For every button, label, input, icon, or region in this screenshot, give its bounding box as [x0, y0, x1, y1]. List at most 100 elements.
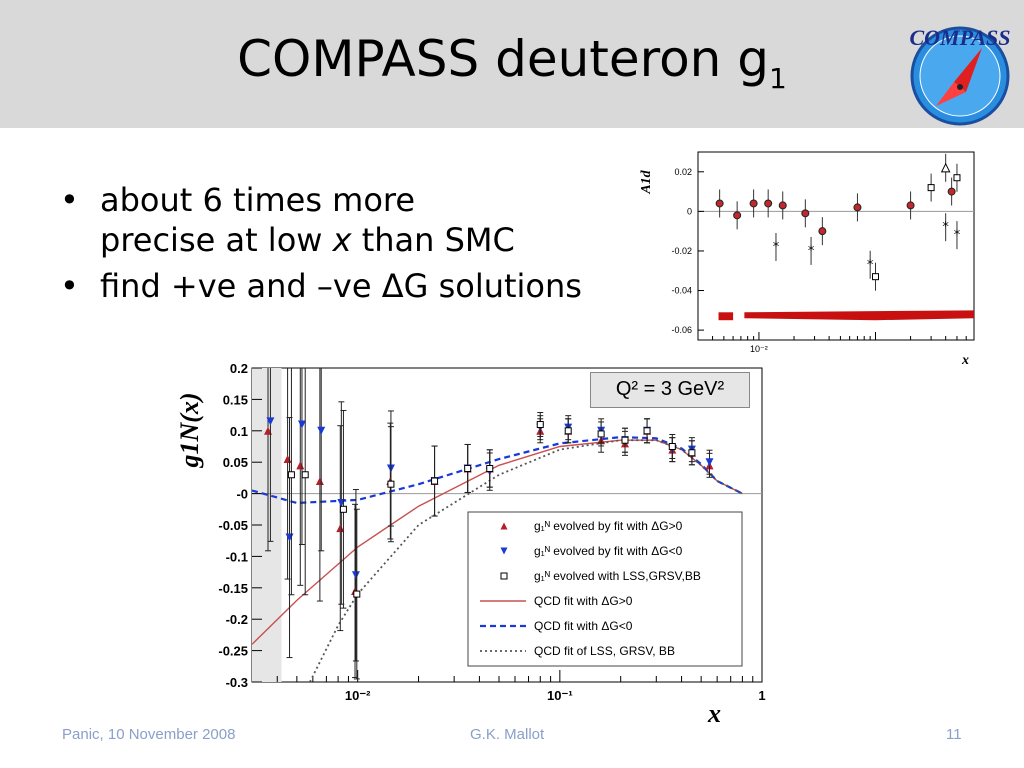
data-point-square: [301, 471, 309, 479]
data-point-square: [486, 464, 494, 472]
legend-box: [467, 511, 743, 667]
data-point-blue-triangle: [705, 458, 714, 467]
y-tick-label: 0.05: [223, 455, 248, 470]
x-axis-label: x: [961, 353, 969, 368]
y-tick-label: -0.05: [218, 518, 248, 533]
y-tick-label: -0: [236, 487, 248, 502]
data-point-circle: [818, 227, 827, 236]
y-tick-label: 0.02: [674, 167, 692, 177]
q2-label: Q² = 3 GeV²: [590, 372, 750, 408]
data-point-square: [927, 184, 935, 192]
data-point-star: *: [867, 258, 874, 273]
a1d-plot: 0.02 0 -0.02 -0.04 -0.06 10⁻² x A1d * * * * *: [639, 151, 975, 368]
data-point-square: [431, 477, 439, 485]
bullet-dot: •: [60, 181, 79, 219]
data-point-triangle: [940, 162, 951, 173]
data-point-red-triangle: [336, 524, 345, 533]
data-point-square: [536, 421, 544, 429]
y-tick-label: -0.3: [226, 675, 248, 690]
data-point-square: [871, 273, 879, 281]
bullet-item-precision: • about 6 times more precise at low x th…: [60, 180, 582, 260]
title-subscript: 1: [769, 62, 787, 95]
legend-label: g₁ᴺ evolved with LSS,GRSV,BB: [534, 569, 701, 583]
plot-area: [252, 368, 743, 682]
data-point-square: [668, 443, 676, 450]
data-point-square: [621, 436, 629, 444]
data-point-square: [464, 464, 472, 472]
data-point-blue-triangle: [351, 571, 360, 580]
y-tick-label: -0.15: [218, 581, 248, 596]
legend-label: QCD fit with ΔG>0: [534, 594, 633, 608]
y-tick-label: -0.04: [671, 286, 692, 296]
g1-plot: 0.2 0.15 0.1 0.05 -0 -0.05 -0.1 -0.15 -0.2 -0.25 -…: [175, 361, 766, 728]
data-point-square: [339, 505, 347, 513]
data-point-blue-triangle: [297, 420, 306, 429]
bullet-dot: •: [60, 267, 79, 305]
logo-text: COMPASS: [909, 25, 1010, 50]
title-main: COMPASS deuteron g: [237, 30, 770, 88]
y-axis-label: g1N(x): [175, 392, 204, 468]
y-tick-label: 0.1: [230, 424, 248, 439]
data-point-star: *: [773, 240, 780, 255]
compass-logo: COMPASS: [909, 25, 1011, 126]
x-tick-label: 10⁻²: [345, 688, 371, 703]
plot-frame: [697, 151, 975, 341]
y-tick-label: -0.1: [226, 549, 248, 564]
bullet-item-deltag: • find +ve and –ve ΔG solutions: [60, 266, 582, 306]
x-axis-label: x: [707, 699, 721, 728]
systematic-band: [718, 312, 734, 321]
systematic-band: [744, 310, 974, 321]
data-point-blue-triangle: [317, 426, 326, 435]
y-axis-label: A1d: [639, 169, 654, 194]
bullet-text-line2: precise at low x than SMC: [100, 220, 582, 260]
data-point-circle: [715, 199, 724, 208]
data-point-blue-triangle: [266, 417, 275, 426]
title-bar: [0, 0, 1024, 128]
y-tick-label: 0.15: [223, 392, 248, 407]
legend-label: QCD fit with ΔG<0: [534, 619, 633, 633]
legend-marker: [500, 522, 508, 530]
data-point-star: *: [942, 220, 949, 235]
bullet-list: • about 6 times more precise at low x th…: [60, 180, 582, 312]
bullet-text-variable: x: [332, 221, 352, 259]
y-tick-label: 0: [687, 206, 692, 216]
footer-date: Panic, 10 November 2008: [62, 726, 236, 743]
legend-marker: [500, 572, 508, 580]
data-point-square: [353, 590, 361, 598]
y-tick-label: -0.25: [218, 644, 248, 659]
bullet-text-part: than SMC: [351, 221, 515, 259]
data-point-circle: [801, 209, 810, 218]
data-point-square: [597, 430, 605, 438]
data-point-square: [287, 471, 295, 479]
legend-label: g₁ᴺ evolved by fit with ΔG>0: [534, 519, 683, 533]
x-tick-label: 10⁻¹: [547, 688, 573, 703]
data-point-square: [953, 174, 961, 182]
slide-title: COMPASS deuteron g1: [0, 30, 1024, 95]
y-tick-label: -0.2: [226, 612, 248, 627]
y-tick-label: -0.02: [671, 246, 692, 256]
data-point-square: [387, 480, 395, 488]
data-point-circle: [906, 201, 915, 210]
data-point-circle: [947, 187, 956, 196]
data-point-star: *: [954, 228, 961, 243]
footer-author: G.K. Mallot: [470, 726, 545, 743]
x-tick-label: 1: [758, 688, 765, 703]
data-point-red-triangle: [315, 477, 324, 486]
data-point-square: [688, 449, 696, 457]
bullet-text: about 6 times more: [100, 181, 416, 219]
data-point-star: *: [808, 244, 815, 259]
fit-curve: [309, 439, 743, 682]
footer-page-number: 11: [946, 726, 962, 743]
data-point-circle: [853, 203, 862, 212]
legend-marker: [500, 547, 508, 555]
data-point-circle: [764, 199, 773, 208]
data-point-circle: [778, 201, 787, 210]
legend-label: QCD fit of LSS, GRSV, BB: [534, 644, 675, 658]
data-point-square: [643, 427, 651, 435]
data-point-circle: [733, 211, 742, 220]
data-point-square: [564, 427, 572, 435]
bullet-text: find +ve and –ve ΔG solutions: [100, 267, 582, 305]
x-tick-label: 10⁻²: [750, 344, 768, 354]
bullet-text-part: precise at low: [100, 221, 333, 259]
y-tick-label: -0.06: [671, 325, 692, 335]
